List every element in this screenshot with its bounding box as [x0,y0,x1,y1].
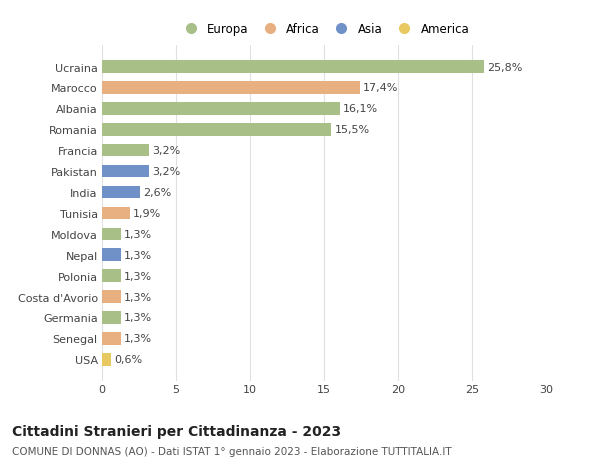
Bar [102,145,149,157]
Bar [102,165,149,178]
Legend: Europa, Africa, Asia, America: Europa, Africa, Asia, America [174,18,474,41]
Bar [102,82,359,95]
Text: 3,2%: 3,2% [152,146,181,156]
Bar [102,103,340,115]
Bar [102,186,140,199]
Text: 1,3%: 1,3% [124,271,152,281]
Bar [102,228,121,241]
Text: 0,6%: 0,6% [114,354,142,364]
Text: 1,3%: 1,3% [124,334,152,344]
Text: Cittadini Stranieri per Cittadinanza - 2023: Cittadini Stranieri per Cittadinanza - 2… [12,425,341,438]
Bar [102,332,121,345]
Bar [102,249,121,262]
Text: 3,2%: 3,2% [152,167,181,177]
Bar [102,61,484,73]
Text: 1,3%: 1,3% [124,250,152,260]
Text: 17,4%: 17,4% [362,83,398,93]
Text: 1,3%: 1,3% [124,292,152,302]
Bar [102,124,331,136]
Bar [102,207,130,220]
Text: 1,3%: 1,3% [124,313,152,323]
Bar [102,312,121,324]
Text: 2,6%: 2,6% [143,188,172,197]
Text: COMUNE DI DONNAS (AO) - Dati ISTAT 1° gennaio 2023 - Elaborazione TUTTITALIA.IT: COMUNE DI DONNAS (AO) - Dati ISTAT 1° ge… [12,446,452,456]
Text: 25,8%: 25,8% [487,62,522,73]
Bar [102,270,121,282]
Text: 1,3%: 1,3% [124,230,152,239]
Bar [102,291,121,303]
Bar [102,353,111,366]
Text: 1,9%: 1,9% [133,208,161,218]
Text: 16,1%: 16,1% [343,104,379,114]
Text: 15,5%: 15,5% [334,125,370,135]
